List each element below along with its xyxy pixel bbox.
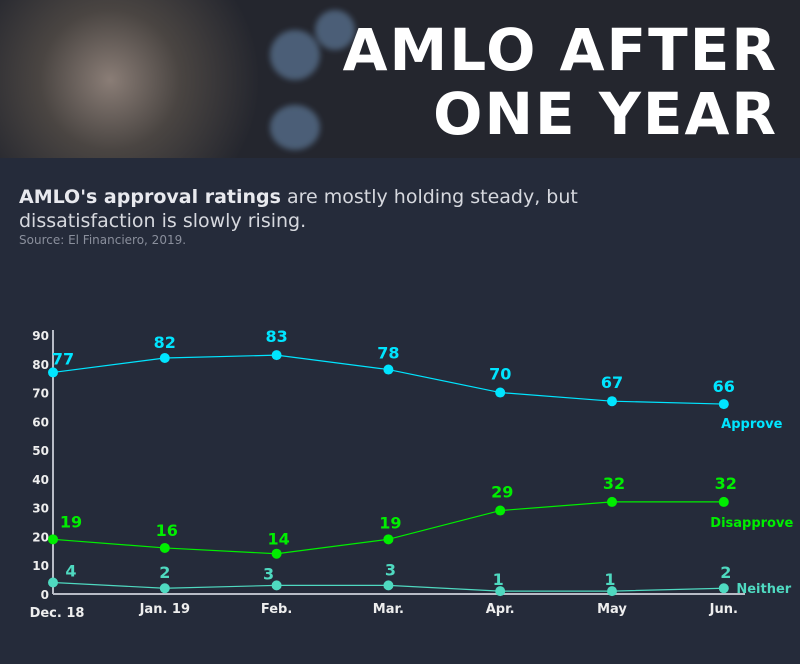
data-label: 83 [265, 327, 287, 346]
x-tick-label: Dec. 18 [30, 606, 85, 621]
data-label: 3 [263, 564, 274, 583]
title-line-2: ONE YEAR [433, 80, 778, 148]
data-label: 32 [603, 474, 625, 493]
data-point [607, 396, 617, 407]
data-point [495, 505, 506, 516]
data-point [271, 548, 282, 559]
data-point [495, 586, 506, 597]
data-label: 78 [377, 344, 399, 363]
data-label: 16 [156, 521, 178, 540]
data-label: 19 [60, 512, 82, 531]
title-line-1: AMLO AFTER [342, 16, 778, 84]
data-point [383, 364, 394, 375]
data-label: 2 [720, 563, 731, 582]
x-tick-label: Mar. [373, 602, 404, 617]
data-point [159, 542, 170, 553]
x-tick-label: Apr. [486, 602, 515, 617]
data-point [383, 534, 394, 545]
y-tick-label: 80 [32, 358, 49, 372]
data-label: 14 [267, 530, 289, 549]
data-label: 1 [493, 570, 504, 589]
data-point [718, 583, 729, 594]
page-title: AMLO AFTER ONE YEAR [343, 18, 778, 146]
y-tick-label: 50 [32, 444, 49, 458]
data-label: 29 [491, 483, 513, 502]
data-point [718, 496, 729, 507]
y-tick-label: 30 [32, 502, 49, 516]
x-tick-label: Jan. 19 [139, 602, 190, 617]
data-point [159, 353, 170, 364]
data-point [383, 580, 394, 591]
series-label: Neither [736, 582, 791, 597]
data-label: 3 [385, 560, 396, 579]
data-label: 70 [489, 365, 511, 384]
data-label: 2 [159, 563, 170, 582]
source-note: Source: El Financiero, 2019. [19, 233, 187, 247]
y-tick-label: 60 [32, 415, 49, 429]
data-label: 32 [715, 474, 737, 493]
x-tick-label: May [597, 602, 627, 617]
data-label: 66 [713, 377, 735, 396]
data-point [271, 350, 282, 361]
data-label: 67 [601, 373, 623, 392]
data-point [48, 577, 58, 588]
subtitle-bold: AMLO's approval ratings [19, 186, 281, 208]
data-point [495, 387, 506, 398]
y-tick-label: 20 [32, 530, 49, 544]
data-point [48, 367, 58, 378]
x-tick-label: Jun. [709, 602, 738, 617]
y-tick-label: 70 [32, 387, 49, 401]
data-label: 4 [65, 561, 76, 580]
y-tick-label: 40 [32, 473, 49, 487]
y-tick-label: 90 [32, 329, 49, 343]
data-label: 77 [52, 349, 74, 368]
header-photo-banner: AMLO AFTER ONE YEAR [0, 0, 800, 158]
subtitle-rest: are mostly holding steady, but dissatisf… [19, 186, 578, 232]
data-label: 1 [604, 570, 615, 589]
data-point [607, 586, 617, 597]
series-label: Approve [721, 417, 782, 432]
data-point [159, 583, 170, 594]
subtitle: AMLO's approval ratings are mostly holdi… [19, 185, 619, 233]
y-tick-label: 10 [32, 559, 49, 573]
series-label: Disapprove [710, 516, 793, 531]
data-point [271, 580, 282, 591]
data-point [607, 496, 617, 507]
data-label: 19 [379, 513, 401, 532]
y-tick-label: 0 [41, 588, 49, 602]
data-point [718, 399, 729, 410]
data-label: 82 [154, 333, 176, 352]
data-point [48, 534, 58, 545]
x-tick-label: Feb. [261, 602, 292, 617]
